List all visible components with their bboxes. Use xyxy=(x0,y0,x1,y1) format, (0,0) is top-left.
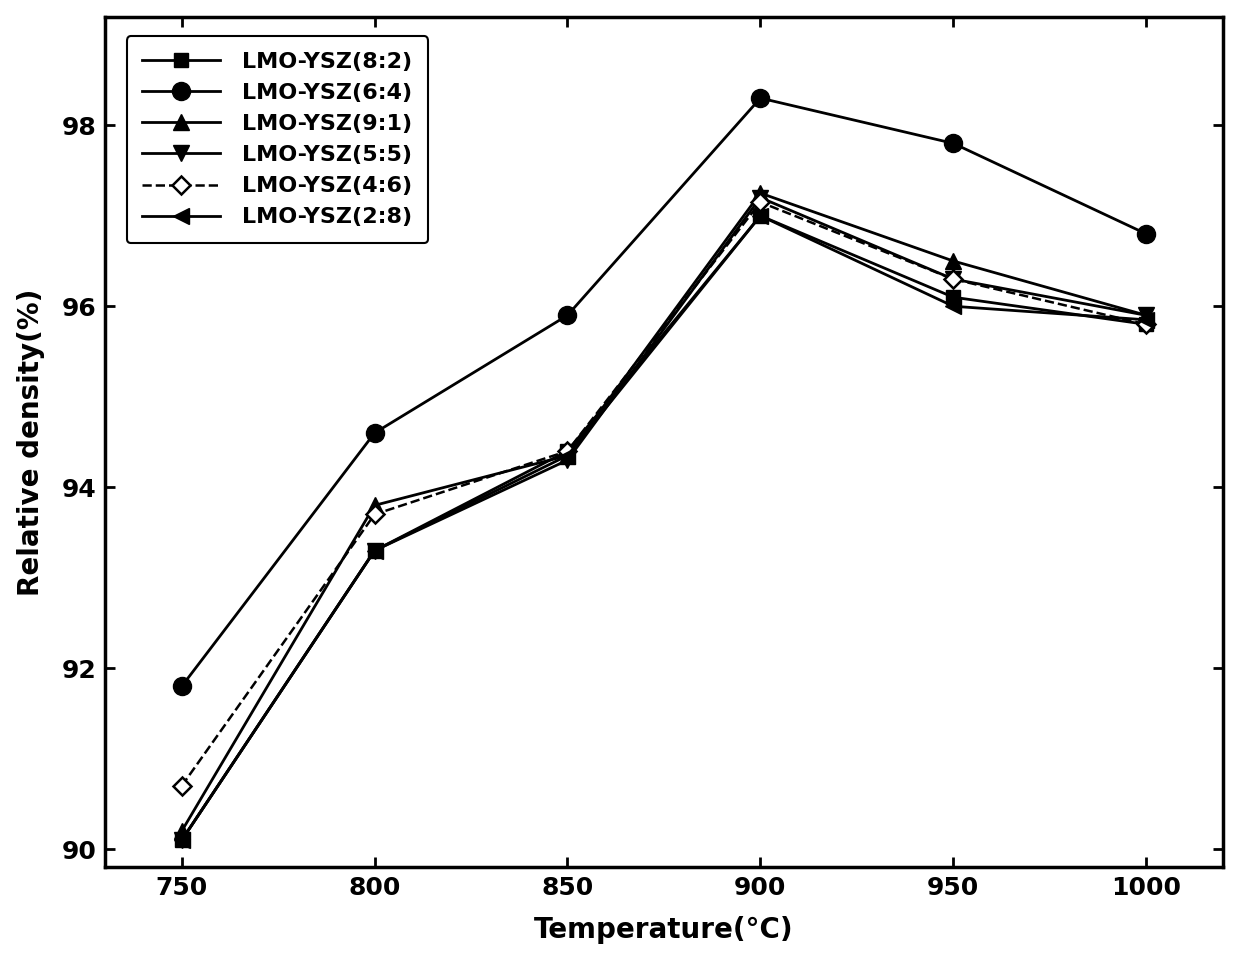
LMO-YSZ(5:5) xyxy=(946,273,961,284)
Line: LMO-YSZ(4:6): LMO-YSZ(4:6) xyxy=(175,196,1152,792)
LMO-YSZ(5:5) xyxy=(175,834,190,846)
LMO-YSZ(4:6) xyxy=(175,780,190,792)
LMO-YSZ(9:1) xyxy=(1138,309,1153,321)
Line: LMO-YSZ(2:8): LMO-YSZ(2:8) xyxy=(174,209,1153,848)
Legend: LMO-YSZ(8:2), LMO-YSZ(6:4), LMO-YSZ(9:1), LMO-YSZ(5:5), LMO-YSZ(4:6), LMO-YSZ(2:: LMO-YSZ(8:2), LMO-YSZ(6:4), LMO-YSZ(9:1)… xyxy=(126,37,428,243)
LMO-YSZ(6:4) xyxy=(753,92,768,104)
LMO-YSZ(9:1) xyxy=(175,825,190,837)
Line: LMO-YSZ(8:2): LMO-YSZ(8:2) xyxy=(175,209,1153,848)
LMO-YSZ(9:1) xyxy=(946,256,961,267)
LMO-YSZ(6:4) xyxy=(560,309,575,321)
LMO-YSZ(9:1) xyxy=(560,450,575,461)
LMO-YSZ(6:4) xyxy=(946,137,961,149)
LMO-YSZ(4:6) xyxy=(560,445,575,456)
LMO-YSZ(5:5) xyxy=(1138,309,1153,321)
Y-axis label: Relative density(%): Relative density(%) xyxy=(16,288,45,596)
LMO-YSZ(2:8) xyxy=(175,834,190,846)
LMO-YSZ(4:6) xyxy=(1138,319,1153,331)
LMO-YSZ(4:6) xyxy=(753,196,768,208)
LMO-YSZ(8:2) xyxy=(1138,319,1153,331)
LMO-YSZ(2:8) xyxy=(560,450,575,461)
LMO-YSZ(8:2) xyxy=(175,834,190,846)
Line: LMO-YSZ(6:4): LMO-YSZ(6:4) xyxy=(172,89,1156,696)
LMO-YSZ(2:8) xyxy=(946,301,961,312)
X-axis label: Temperature(°C): Temperature(°C) xyxy=(534,917,794,945)
LMO-YSZ(2:8) xyxy=(753,210,768,222)
Line: LMO-YSZ(9:1): LMO-YSZ(9:1) xyxy=(174,185,1153,839)
LMO-YSZ(2:8) xyxy=(1138,314,1153,326)
LMO-YSZ(6:4) xyxy=(367,428,382,439)
LMO-YSZ(5:5) xyxy=(753,192,768,204)
Line: LMO-YSZ(5:5): LMO-YSZ(5:5) xyxy=(174,190,1153,848)
LMO-YSZ(8:2) xyxy=(946,291,961,303)
LMO-YSZ(2:8) xyxy=(367,545,382,556)
LMO-YSZ(8:2) xyxy=(753,210,768,222)
LMO-YSZ(9:1) xyxy=(753,187,768,199)
LMO-YSZ(8:2) xyxy=(560,445,575,456)
LMO-YSZ(4:6) xyxy=(946,273,961,284)
LMO-YSZ(9:1) xyxy=(367,500,382,511)
LMO-YSZ(5:5) xyxy=(560,455,575,466)
LMO-YSZ(8:2) xyxy=(367,545,382,556)
LMO-YSZ(6:4) xyxy=(1138,228,1153,239)
LMO-YSZ(6:4) xyxy=(175,680,190,692)
LMO-YSZ(4:6) xyxy=(367,508,382,520)
LMO-YSZ(5:5) xyxy=(367,545,382,556)
